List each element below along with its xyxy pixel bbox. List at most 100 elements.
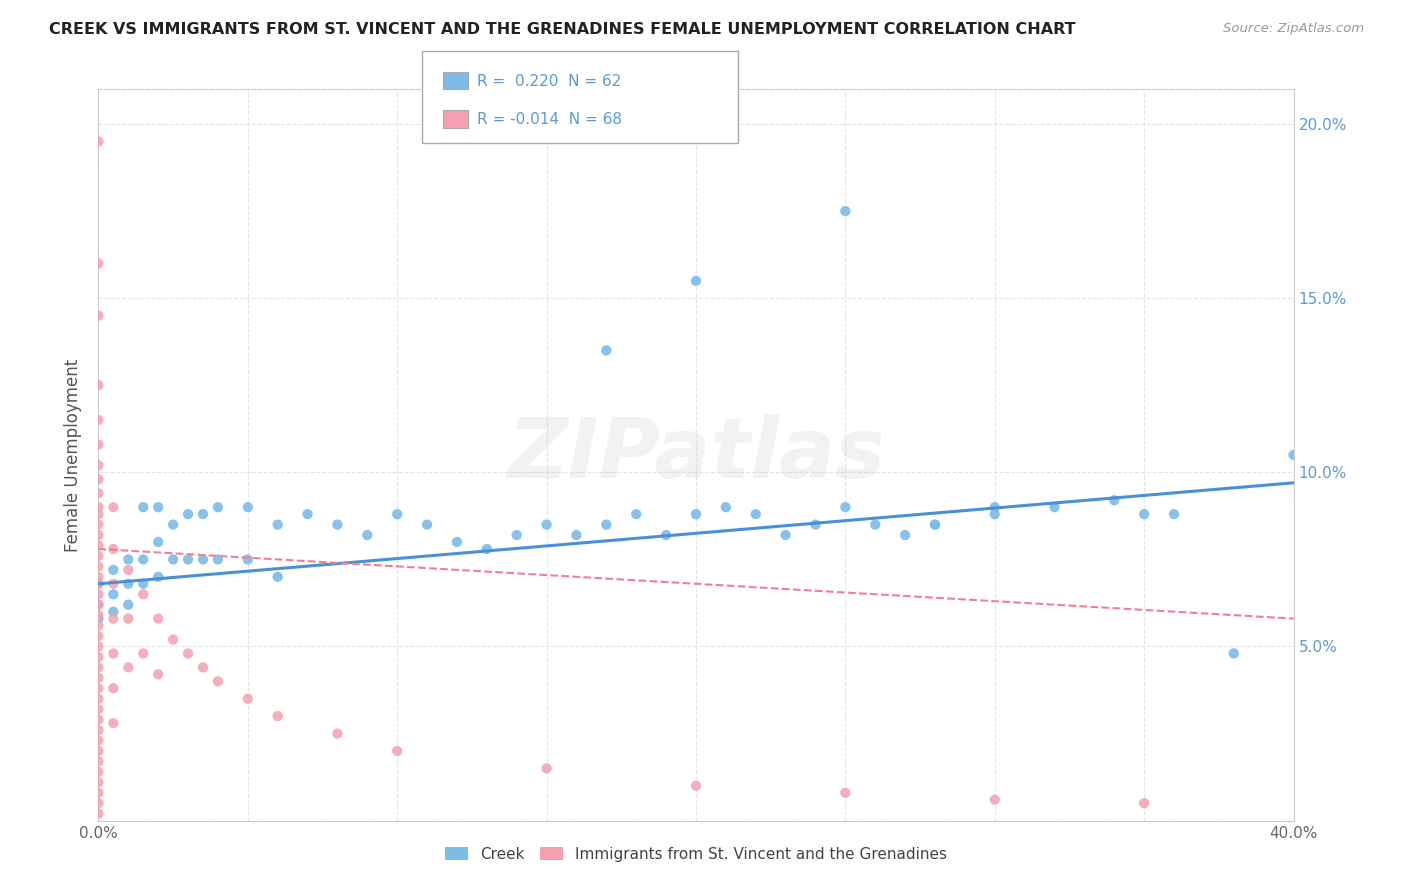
Point [326,517,349,532]
Point [162,517,184,532]
Point [87,458,110,473]
Point [103,612,125,626]
Point [132,647,155,661]
Point [87,309,110,323]
Point [87,486,110,500]
Point [506,528,529,542]
Point [1133,507,1156,521]
Point [1133,796,1156,810]
Point [87,378,110,392]
Text: R =  0.220  N = 62: R = 0.220 N = 62 [477,74,621,88]
Point [87,806,110,821]
Point [595,517,617,532]
Point [132,500,155,515]
Point [297,507,319,521]
Point [655,528,678,542]
Point [103,681,125,696]
Point [117,552,139,566]
Point [87,507,110,521]
Point [207,500,229,515]
Point [87,437,110,451]
Point [87,608,110,623]
Text: CREEK VS IMMIGRANTS FROM ST. VINCENT AND THE GRENADINES FEMALE UNEMPLOYMENT CORR: CREEK VS IMMIGRANTS FROM ST. VINCENT AND… [49,22,1076,37]
Point [326,726,349,740]
Point [267,709,290,723]
Point [745,507,768,521]
Point [267,517,290,532]
Point [148,612,170,626]
Point [984,500,1007,515]
Point [685,779,707,793]
Point [984,793,1007,807]
Point [177,507,200,521]
Point [162,552,184,566]
Point [1163,507,1185,521]
Point [1282,448,1305,462]
Point [536,517,558,532]
Point [984,507,1007,521]
Text: Source: ZipAtlas.com: Source: ZipAtlas.com [1223,22,1364,36]
Point [117,612,139,626]
Point [162,632,184,647]
Point [924,517,946,532]
Point [87,517,110,532]
Point [87,629,110,643]
Point [236,500,259,515]
Point [685,274,707,288]
Point [446,535,468,549]
Point [148,535,170,549]
Point [236,691,259,706]
Point [148,667,170,681]
Point [87,587,110,601]
Point [148,570,170,584]
Point [87,713,110,727]
Point [87,576,110,591]
Point [103,647,125,661]
Point [385,507,409,521]
Point [775,528,797,542]
Point [103,587,125,601]
Point [87,640,110,654]
Point [87,559,110,574]
Point [87,723,110,737]
Point [87,649,110,664]
Point [865,517,887,532]
Point [87,549,110,563]
Point [191,507,214,521]
Point [1043,500,1066,515]
Point [87,570,110,584]
Point [565,528,588,542]
Point [132,552,155,566]
Point [117,598,139,612]
Point [1223,647,1246,661]
Point [87,528,110,542]
Point [87,472,110,486]
Point [207,674,229,689]
Text: R = -0.014  N = 68: R = -0.014 N = 68 [477,112,621,127]
Point [87,733,110,747]
Point [385,744,409,758]
Point [132,587,155,601]
Point [87,135,110,149]
Point [1104,493,1126,508]
Point [87,612,110,626]
Point [356,528,378,542]
Point [475,541,498,556]
Point [103,576,125,591]
Point [834,500,856,515]
Legend: Creek, Immigrants from St. Vincent and the Grenadines: Creek, Immigrants from St. Vincent and t… [439,840,953,868]
Point [148,500,170,515]
Point [191,660,214,674]
Point [87,618,110,632]
Point [87,796,110,810]
Point [117,660,139,674]
Point [236,552,259,566]
Point [87,660,110,674]
Point [685,507,707,521]
Point [103,563,125,577]
Point [103,541,125,556]
Point [87,413,110,427]
Point [626,507,648,521]
Point [834,786,856,800]
Point [117,576,139,591]
